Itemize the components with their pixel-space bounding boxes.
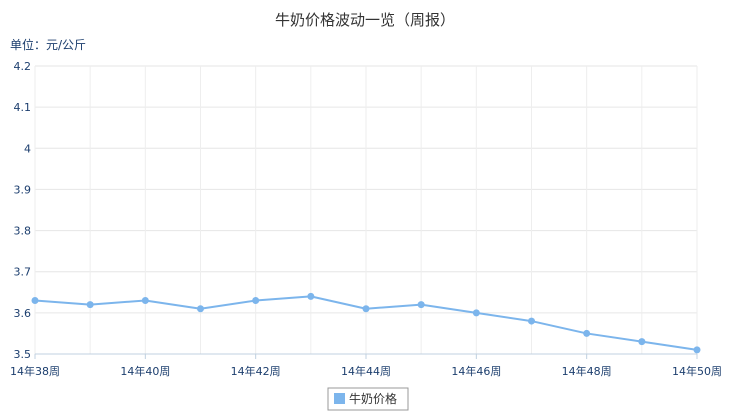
y-tick-label: 4.1 xyxy=(14,101,32,114)
data-point[interactable] xyxy=(472,309,480,317)
data-point[interactable] xyxy=(528,317,535,325)
y-tick-label: 3.8 xyxy=(14,225,32,238)
y-tick-label: 3.9 xyxy=(14,183,32,196)
y-tick-label: 4.2 xyxy=(14,60,32,73)
x-axis-ticks: 14年38周 14年40周 14年42周 14年44周 14年46周 14年48周 14年5… xyxy=(10,354,722,378)
data-point[interactable] xyxy=(417,301,425,309)
x-tick-label: 14年48周 xyxy=(562,364,612,378)
data-point[interactable] xyxy=(638,338,646,346)
x-tick-label: 14年46周 xyxy=(451,364,501,378)
data-point[interactable] xyxy=(362,305,370,313)
series-layer xyxy=(31,292,701,354)
data-point[interactable] xyxy=(693,346,701,354)
x-tick-label: 14年38周 xyxy=(10,364,60,378)
y-tick-label: 3.6 xyxy=(14,307,32,320)
x-tick-label: 14年50周 xyxy=(672,364,722,378)
unit-label: 单位：元/公斤 xyxy=(10,37,86,52)
legend-label: 牛奶价格 xyxy=(349,391,397,406)
x-tick-label: 14年40周 xyxy=(120,364,170,378)
data-point[interactable] xyxy=(141,297,149,305)
legend-box xyxy=(327,387,409,411)
x-tick-label: 14年42周 xyxy=(231,364,281,378)
legend[interactable]: 牛奶价格 xyxy=(327,387,409,411)
chart-title: 牛奶价格波动一览（周报） xyxy=(275,11,455,29)
y-tick-label: 4 xyxy=(24,142,31,155)
data-point[interactable] xyxy=(197,305,204,313)
y-axis-ticks: 3.5 3.6 3.7 3.8 3.9 4 4.1 4.2 xyxy=(14,60,32,361)
data-point[interactable] xyxy=(86,301,94,309)
data-point[interactable] xyxy=(252,297,260,305)
grid xyxy=(34,65,698,355)
data-point[interactable] xyxy=(307,292,315,300)
x-tick-label: 14年44周 xyxy=(341,364,391,378)
y-tick-label: 3.5 xyxy=(14,348,32,361)
legend-swatch xyxy=(334,393,345,404)
data-point[interactable] xyxy=(583,329,591,337)
y-tick-label: 3.7 xyxy=(14,266,32,279)
data-point[interactable] xyxy=(31,297,39,305)
